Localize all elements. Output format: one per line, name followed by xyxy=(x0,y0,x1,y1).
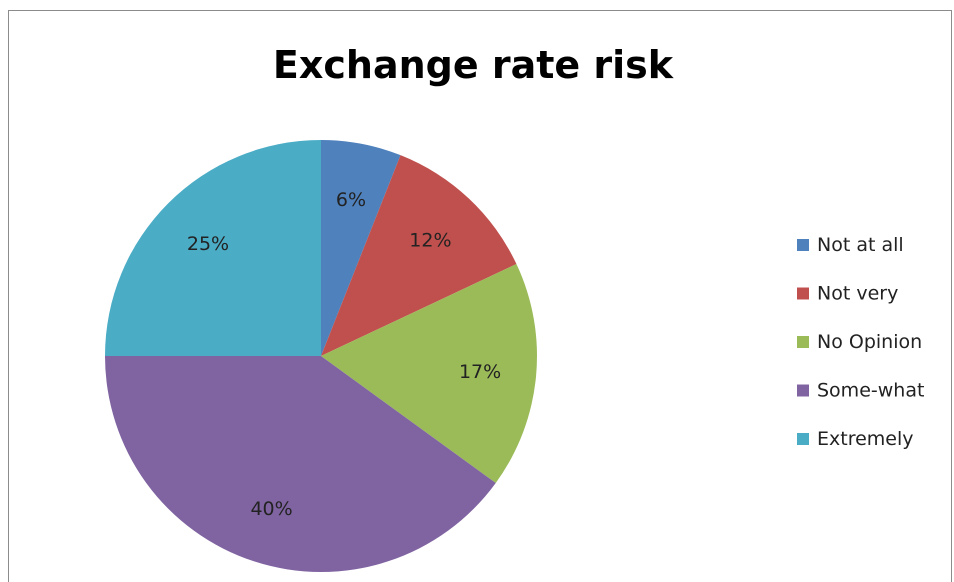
legend-swatch xyxy=(797,433,809,445)
pie-slice-no-opinion xyxy=(321,264,537,483)
legend: Not at all Not very No Opinion Some-what Ext… xyxy=(797,234,924,450)
legend-swatch xyxy=(797,336,809,348)
pie-slice-some-what xyxy=(105,356,496,573)
legend-label: Some-what xyxy=(817,380,924,402)
legend-label: No Opinion xyxy=(817,331,922,353)
slice-label: 40% xyxy=(250,498,292,520)
legend-swatch xyxy=(797,384,809,397)
slice-label: 6% xyxy=(336,189,366,211)
pie-slices xyxy=(105,140,537,573)
slice-label: 25% xyxy=(187,233,229,255)
legend-label: Extremely xyxy=(817,428,914,450)
legend-label: Not at all xyxy=(817,234,904,256)
legend-label: Not very xyxy=(817,283,898,305)
slice-labels: 6% 12% 17% 40% 25% xyxy=(187,189,501,520)
pie-slice-extremely xyxy=(105,140,321,356)
pie-slice-not-at-all xyxy=(321,140,401,356)
pie-slice-not-very xyxy=(321,155,517,356)
chart-title: Exchange rate risk xyxy=(273,43,674,87)
slice-label: 12% xyxy=(409,230,451,252)
slice-label: 17% xyxy=(459,361,501,383)
legend-swatch xyxy=(797,287,809,300)
legend-swatch xyxy=(797,239,809,251)
